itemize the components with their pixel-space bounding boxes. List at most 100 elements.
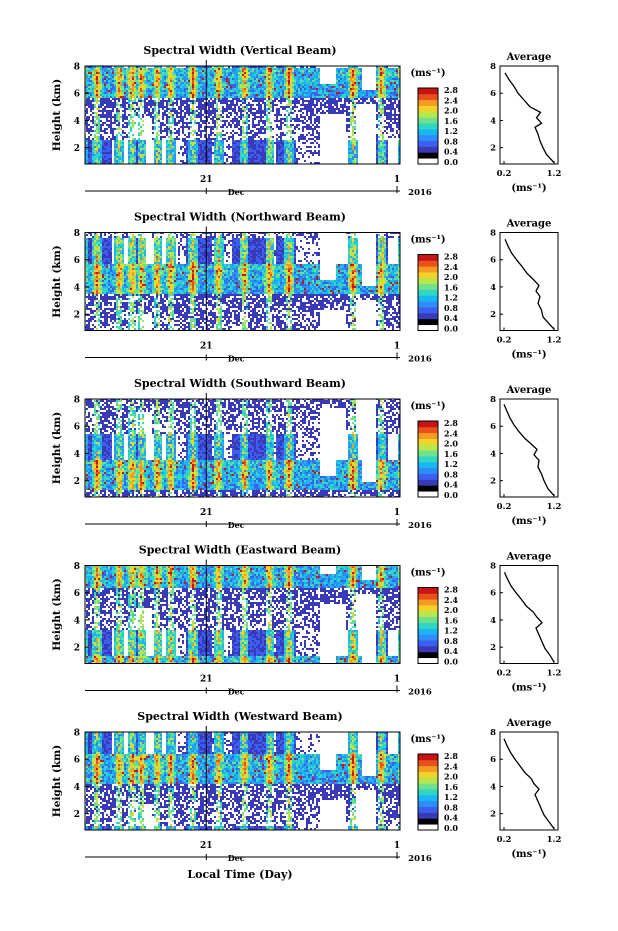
colorbar-swatch: [418, 605, 438, 612]
heatmap-frame: [84, 398, 401, 498]
colorbar-frame: [417, 87, 439, 165]
avg-x-tick-label: 0.2: [497, 502, 512, 512]
month-label: Dec: [228, 354, 245, 364]
x-tick-label: 1: [394, 508, 400, 518]
colorbar-tick-label: 1.6: [444, 449, 458, 459]
colorbar-swatch: [418, 318, 438, 326]
colorbar-swatch: [418, 818, 438, 825]
avg-frame: [499, 65, 559, 165]
month-label: Dec: [228, 520, 245, 530]
x-tick-label: 21: [200, 342, 213, 352]
colorbar-swatch: [418, 599, 438, 606]
colorbar-tick-label: 0.0: [444, 157, 458, 167]
colorbar-swatch: [418, 88, 438, 95]
colorbar-swatch: [418, 640, 438, 647]
chart-title: Spectral Width (Westward Beam): [137, 710, 342, 723]
colorbar-swatch: [418, 128, 438, 136]
avg-y-tick-label: 6: [490, 589, 496, 599]
year-label: 2016: [408, 854, 432, 864]
colorbar-swatch: [418, 616, 438, 623]
chart-title: Spectral Width (Northward Beam): [134, 211, 346, 224]
panel-5: Spectral Width (Westward Beam) Height (km…: [51, 710, 561, 864]
colorbar-tick-label: 2.0: [444, 272, 458, 282]
y-axis-label: Height (km): [51, 745, 63, 817]
avg-x-tick-label: 1.2: [547, 835, 562, 845]
colorbar-frame: [417, 420, 439, 498]
colorbar-swatch: [418, 473, 438, 480]
colorbar-tick-label: 0.8: [444, 636, 458, 646]
colorbar-tick-label: 1.6: [444, 116, 458, 126]
avg-y-tick-label: 4: [490, 283, 496, 293]
y-tick-label: 2: [74, 144, 80, 154]
avg-x-tick-label: 1.2: [547, 502, 562, 512]
avg-x-tick-label: 1.2: [547, 336, 562, 346]
colorbar-tick-label: 2.0: [444, 605, 458, 615]
colorbar-swatch: [418, 146, 438, 153]
avg-x-tick-label: 1.2: [547, 669, 562, 679]
year-label: 2016: [408, 188, 432, 198]
x-tick-label: 1: [394, 342, 400, 352]
colorbar-swatch: [418, 266, 438, 273]
avg-y-tick-label: 2: [490, 810, 496, 820]
colorbar-tick-label: 2.8: [444, 418, 458, 428]
colorbar-swatch: [418, 450, 438, 457]
colorbar-swatch: [418, 657, 438, 664]
colorbar-swatch: [418, 324, 438, 331]
colorbar-tick-label: 1.2: [444, 626, 458, 636]
avg-title: Average: [506, 52, 552, 63]
colorbar-swatch: [418, 123, 438, 130]
avg-y-tick-label: 8: [490, 229, 496, 239]
colorbar-swatch: [418, 765, 438, 772]
heatmap-frame: [84, 565, 401, 664]
colorbar-tick-label: 2.4: [444, 761, 458, 771]
colorbar-tick-label: 2.4: [444, 595, 458, 605]
avg-x-tick-label: 0.2: [497, 169, 512, 179]
y-tick-label: 8: [74, 229, 80, 239]
avg-y-tick-label: 8: [490, 728, 496, 738]
colorbar-tick-label: 2.8: [444, 252, 458, 262]
heatmap-field: [85, 565, 400, 664]
colorbar-swatch: [418, 140, 438, 147]
y-tick-label: 4: [74, 117, 80, 127]
panels: Spectral Width (Vertical Beam) Height (km…: [51, 44, 561, 864]
colorbar-tick-label: 0.4: [444, 147, 458, 157]
avg-y-tick-label: 8: [490, 395, 496, 405]
avg-title: Average: [506, 219, 552, 230]
colorbar-tick-label: 1.2: [444, 792, 458, 802]
y-tick-label: 2: [74, 477, 80, 487]
colorbar-title: (ms⁻¹): [410, 235, 445, 246]
colorbar-tick-label: 1.2: [444, 126, 458, 136]
colorbar-tick-label: 0.8: [444, 802, 458, 812]
avg-profile-line: [504, 239, 555, 330]
colorbar-swatch: [418, 432, 438, 439]
x-axis-label: Local Time (Day): [187, 868, 292, 881]
colorbar-swatch: [418, 438, 438, 445]
avg-title: Average: [506, 718, 552, 729]
colorbar-title: (ms⁻¹): [410, 401, 445, 412]
colorbar-tick-label: 0.8: [444, 136, 458, 146]
avg-profile-line: [504, 72, 555, 164]
panel-4: Spectral Width (Eastward Beam) Height (km…: [51, 544, 561, 698]
colorbar-tick-label: 2.4: [444, 262, 458, 272]
y-tick-label: 6: [74, 589, 80, 599]
colorbar-tick-label: 0.4: [444, 646, 458, 656]
colorbar-swatch: [418, 301, 438, 308]
avg-y-tick-label: 8: [490, 562, 496, 572]
colorbar-swatch: [418, 254, 438, 261]
avg-title: Average: [506, 385, 552, 396]
avg-x-tick-label: 0.2: [497, 669, 512, 679]
y-tick-label: 2: [74, 311, 80, 321]
panel-3: Spectral Width (Southward Beam) Height (k…: [51, 377, 561, 531]
avg-profile-line: [503, 738, 555, 829]
colorbar-tick-label: 2.0: [444, 772, 458, 782]
colorbar-tick-label: 2.8: [444, 585, 458, 595]
y-tick-label: 6: [74, 256, 80, 266]
year-label: 2016: [408, 521, 432, 531]
colorbar-swatch: [418, 824, 438, 831]
colorbar-swatch: [418, 312, 438, 320]
colorbar-swatch: [418, 444, 438, 451]
y-tick-label: 6: [74, 423, 80, 433]
year-label: 2016: [408, 688, 432, 698]
avg-frame: [499, 232, 559, 331]
colorbar-swatch: [418, 99, 438, 106]
